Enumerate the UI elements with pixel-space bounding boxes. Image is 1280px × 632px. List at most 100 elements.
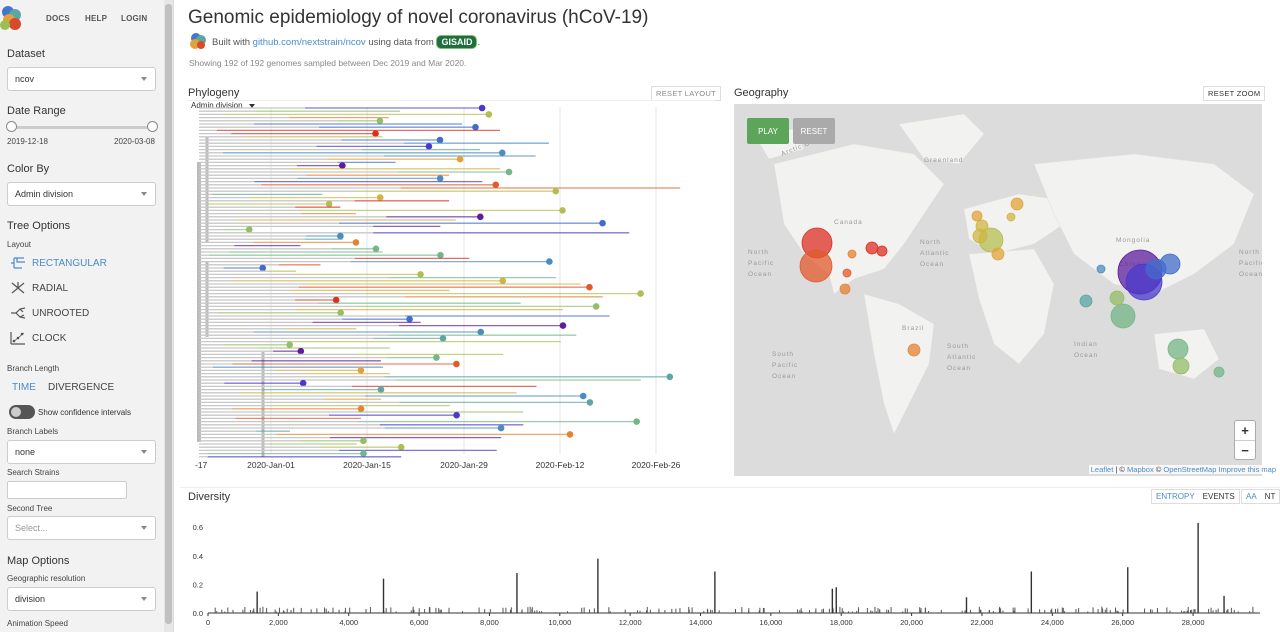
tree-tip[interactable] (357, 367, 365, 374)
tree-tip[interactable] (360, 437, 367, 445)
tree-tip[interactable] (477, 213, 484, 221)
tree-tip[interactable] (436, 175, 444, 182)
tree-tip[interactable] (360, 450, 367, 457)
tree-tip[interactable] (633, 418, 640, 425)
reset-animation-button[interactable]: RESET (793, 118, 835, 144)
map-transmission-circle[interactable] (1110, 303, 1136, 329)
map-transmission-circle[interactable] (991, 247, 1005, 261)
map-transmission-circle[interactable] (1109, 290, 1125, 306)
tree-tip[interactable] (286, 341, 293, 349)
tree-tip[interactable] (559, 322, 567, 329)
docs-link[interactable]: DOCS (46, 14, 70, 23)
tree-tip[interactable] (559, 207, 566, 214)
tree-tip[interactable] (485, 111, 493, 118)
map-transmission-circle[interactable] (1079, 294, 1093, 308)
tree-tip[interactable] (546, 258, 553, 265)
aa-button[interactable]: AA (1246, 492, 1257, 501)
branch-labels-select[interactable]: none (7, 440, 156, 464)
tree-tip[interactable] (472, 123, 479, 131)
map-transmission-circle[interactable] (1172, 357, 1190, 375)
tree-tip[interactable] (477, 328, 485, 336)
map-transmission-circle[interactable] (972, 228, 988, 244)
branch-length-divergence-button[interactable]: DIVERGENCE (48, 382, 115, 393)
tree-tip[interactable] (259, 264, 267, 272)
tree-tip[interactable] (377, 386, 385, 393)
geo-res-select[interactable]: division (7, 587, 156, 611)
tree-tip[interactable] (376, 194, 384, 201)
tree-tip[interactable] (579, 392, 587, 400)
layout-radial-button[interactable]: RADIAL (10, 279, 68, 297)
tree-tip[interactable] (437, 251, 444, 259)
tree-tip[interactable] (337, 232, 344, 240)
map-transmission-circle[interactable] (865, 241, 879, 255)
gisaid-logo[interactable]: GISAID (436, 35, 478, 49)
tree-tip[interactable] (453, 360, 460, 368)
map-transmission-circle[interactable] (842, 268, 852, 278)
improve-map-link[interactable]: Improve this map (1218, 465, 1276, 474)
layout-clock-button[interactable]: CLOCK (10, 329, 66, 347)
map-transmission-circle[interactable] (847, 249, 857, 259)
tree-tip[interactable] (586, 399, 594, 406)
tree-tip[interactable] (357, 405, 365, 413)
ncov-github-link[interactable]: github.com/nextstrain/ncov (252, 37, 366, 48)
tree-tip[interactable] (299, 379, 307, 387)
osm-link[interactable]: OpenStreetMap (1163, 465, 1217, 474)
map-transmission-circle[interactable] (907, 343, 921, 357)
tree-tip[interactable] (325, 200, 333, 208)
map-transmission-circle[interactable] (1213, 366, 1225, 378)
date-end-handle[interactable] (147, 121, 158, 132)
confidence-toggle[interactable] (9, 405, 35, 419)
tree-tip[interactable] (456, 155, 464, 163)
login-link[interactable]: LOGIN (121, 14, 148, 23)
tree-tip[interactable] (337, 309, 344, 317)
scrollbar-thumb[interactable] (165, 4, 172, 624)
map-transmission-circle[interactable] (971, 210, 983, 222)
tree-tip[interactable] (372, 130, 379, 137)
tree-tip[interactable] (397, 443, 405, 451)
tree-tip[interactable] (637, 290, 644, 297)
tree-color-legend-toggle[interactable]: Admin division (191, 101, 255, 110)
tree-tip[interactable] (586, 283, 593, 291)
leaflet-link[interactable]: Leaflet (1090, 465, 1114, 474)
second-tree-select[interactable]: Select... (7, 516, 156, 540)
tree-tip[interactable] (566, 431, 574, 438)
nt-button[interactable]: NT (1264, 492, 1276, 501)
reset-layout-button[interactable]: RESET LAYOUT (651, 86, 722, 101)
tree-tip[interactable] (332, 296, 340, 304)
map-transmission-circle[interactable] (1096, 264, 1106, 274)
date-range-slider[interactable] (11, 126, 153, 129)
geography-map[interactable]: Arctic Ocean Greenland Canada North Pacific O… (734, 104, 1262, 476)
tree-tip[interactable] (499, 277, 507, 285)
tree-tip[interactable] (552, 187, 560, 195)
tree-tip[interactable] (339, 162, 346, 169)
zoom-in-button[interactable]: + (1235, 421, 1255, 441)
tree-tip[interactable] (498, 149, 506, 157)
entropy-chart[interactable]: 0.0 0.2 0.4 0.6 0 2,000 4,000 6,000 8,000 10,000 1… (180, 500, 1270, 632)
tree-tip[interactable] (492, 181, 500, 189)
date-start-handle[interactable] (6, 121, 17, 132)
map-transmission-circle[interactable] (1010, 197, 1024, 211)
tree-tip[interactable] (453, 411, 460, 419)
map-transmission-circle[interactable] (1006, 212, 1016, 222)
help-link[interactable]: HELP (85, 14, 108, 23)
tree-tip[interactable] (352, 239, 360, 246)
map-transmission-circle[interactable] (876, 245, 888, 257)
search-strains-input[interactable] (7, 481, 127, 499)
map-transmission-circle[interactable] (799, 249, 833, 283)
map-transmission-circle[interactable] (839, 283, 851, 295)
entropy-button[interactable]: ENTROPY (1156, 492, 1195, 501)
tree-tip[interactable] (478, 104, 486, 112)
mapbox-link[interactable]: Mapbox (1127, 465, 1154, 474)
dataset-select[interactable]: ncov (7, 67, 156, 91)
tree-tip[interactable] (599, 219, 606, 227)
tree-tip[interactable] (406, 315, 413, 323)
tree-tip[interactable] (592, 303, 600, 310)
events-button[interactable]: EVENTS (1202, 492, 1235, 501)
tree-tip[interactable] (297, 347, 305, 355)
tree-tip[interactable] (497, 424, 505, 432)
tree-tip[interactable] (245, 226, 253, 233)
tree-tip[interactable] (417, 271, 424, 278)
play-button[interactable]: PLAY (747, 118, 789, 144)
tree-tip[interactable] (372, 245, 380, 253)
tree-tip[interactable] (376, 117, 384, 125)
